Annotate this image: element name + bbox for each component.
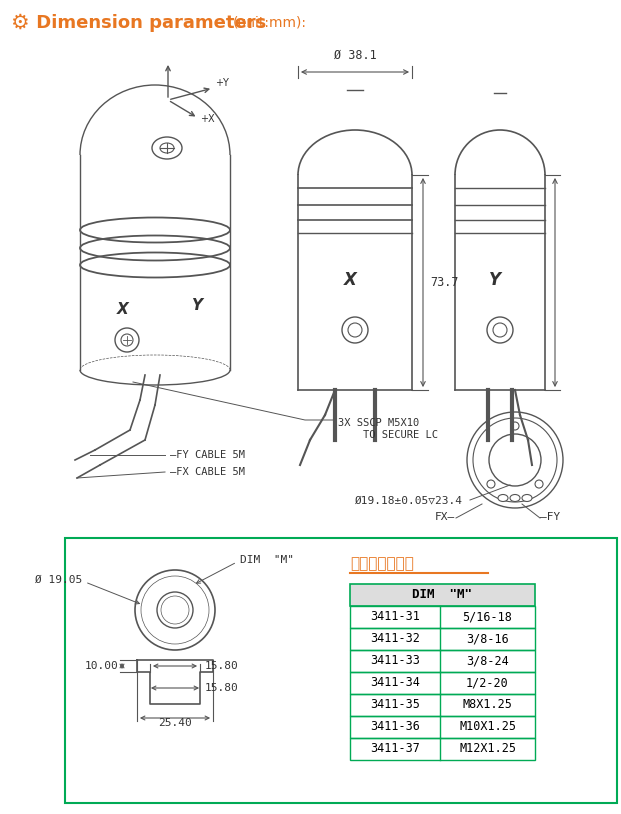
Text: 3411-37: 3411-37 <box>370 742 420 755</box>
Text: DIM  "M": DIM "M" <box>412 589 473 602</box>
Text: X: X <box>117 303 129 317</box>
Text: FX—: FX— <box>435 512 455 522</box>
Text: Ø 19.05: Ø 19.05 <box>35 575 82 585</box>
Text: Y: Y <box>191 297 202 313</box>
Text: 3411-33: 3411-33 <box>370 654 420 667</box>
Text: 5/16-18: 5/16-18 <box>463 610 512 624</box>
Ellipse shape <box>498 494 508 501</box>
Text: 3411-31: 3411-31 <box>370 610 420 624</box>
Text: 73.7: 73.7 <box>430 276 458 289</box>
Text: 3/8-16: 3/8-16 <box>466 632 509 646</box>
Text: —FY: —FY <box>540 512 560 522</box>
Text: 3/8-24: 3/8-24 <box>466 654 509 667</box>
Text: Dimension parameters: Dimension parameters <box>30 14 266 32</box>
Text: Ø19.18±0.05▽23.4: Ø19.18±0.05▽23.4 <box>355 495 463 505</box>
Text: M10X1.25: M10X1.25 <box>459 720 516 733</box>
Text: X: X <box>343 271 356 289</box>
Text: 3411-36: 3411-36 <box>370 720 420 733</box>
Ellipse shape <box>510 494 520 501</box>
Bar <box>350 628 535 650</box>
Text: —FY CABLE 5M: —FY CABLE 5M <box>170 450 245 460</box>
Bar <box>350 694 535 716</box>
Text: M12X1.25: M12X1.25 <box>459 742 516 755</box>
Bar <box>350 738 535 760</box>
Text: DIM  "M": DIM "M" <box>240 555 294 565</box>
Text: 选装换档适配器: 选装换档适配器 <box>350 556 414 571</box>
Text: 3411-35: 3411-35 <box>370 698 420 711</box>
Text: +Y: +Y <box>215 78 229 88</box>
Text: 1/2-20: 1/2-20 <box>466 676 509 689</box>
Bar <box>350 584 535 606</box>
Text: ⚙: ⚙ <box>10 13 29 33</box>
Text: 15.80: 15.80 <box>205 661 238 671</box>
Text: 10.00: 10.00 <box>84 661 118 671</box>
Text: 3X SSCP M5X10
    TO SECURE LC: 3X SSCP M5X10 TO SECURE LC <box>338 418 438 440</box>
Text: 3411-34: 3411-34 <box>370 676 420 689</box>
Bar <box>65 538 617 803</box>
Text: M8X1.25: M8X1.25 <box>463 698 512 711</box>
Bar <box>350 606 535 628</box>
Ellipse shape <box>522 494 532 501</box>
Text: (unit:mm):: (unit:mm): <box>233 16 307 30</box>
Text: +X: +X <box>200 114 215 124</box>
Text: 3411-32: 3411-32 <box>370 632 420 646</box>
Bar <box>350 672 535 694</box>
Text: Y: Y <box>489 271 501 289</box>
Text: 15.80: 15.80 <box>205 683 238 693</box>
Bar <box>350 650 535 672</box>
Text: 25.40: 25.40 <box>158 718 192 728</box>
Text: —FX CABLE 5M: —FX CABLE 5M <box>170 467 245 477</box>
Text: Ø 38.1: Ø 38.1 <box>333 49 376 62</box>
Bar <box>350 716 535 738</box>
